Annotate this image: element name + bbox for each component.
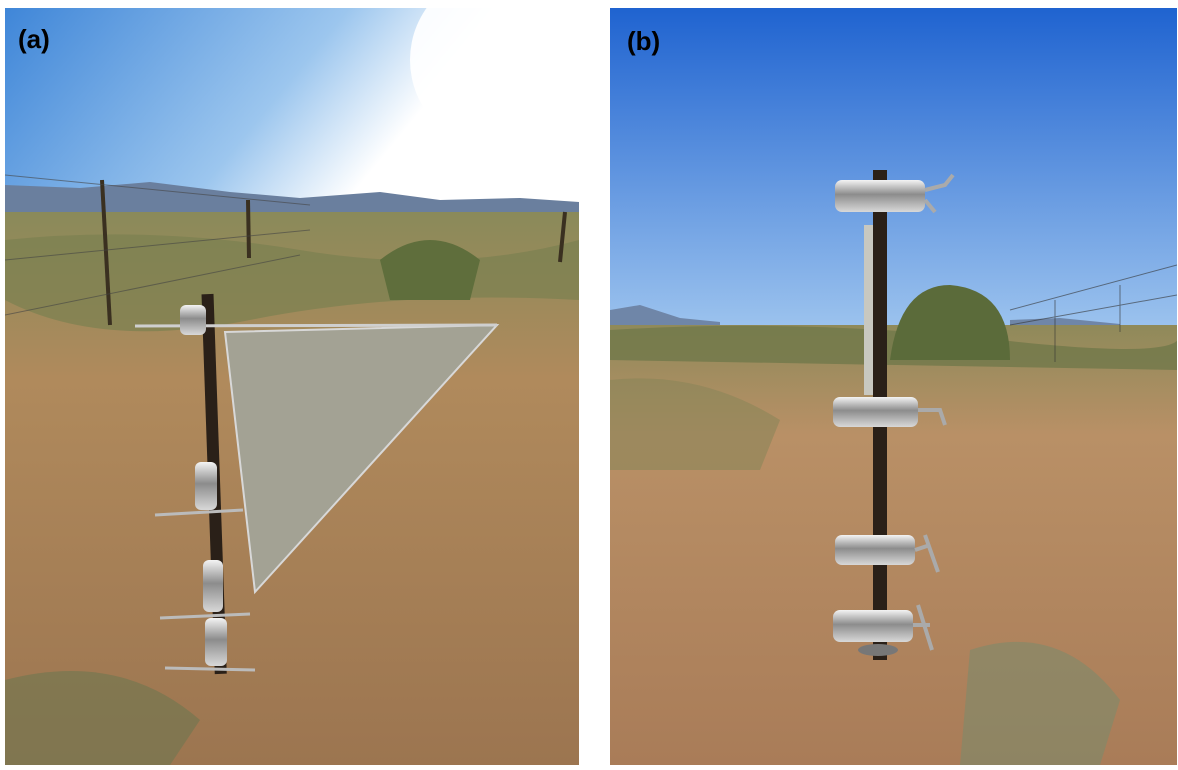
shape: [248, 200, 249, 258]
photo-a: [5, 0, 590, 765]
photo-b: [610, 8, 1178, 765]
shape: [195, 462, 217, 510]
sky: [610, 8, 1177, 328]
shape: [165, 668, 255, 670]
shape: [835, 180, 925, 212]
panel-label: (a): [18, 24, 50, 54]
figure: (a) (b): [0, 0, 1178, 770]
shape: [833, 397, 918, 427]
shape: [203, 560, 223, 612]
shape: [180, 305, 206, 335]
shape: [835, 535, 915, 565]
panel-label: (b): [627, 26, 660, 56]
shape: [205, 618, 227, 666]
shape: [833, 610, 913, 642]
shape: [858, 644, 898, 656]
page: (a) (b) (() => { const data =: [0, 0, 1178, 770]
